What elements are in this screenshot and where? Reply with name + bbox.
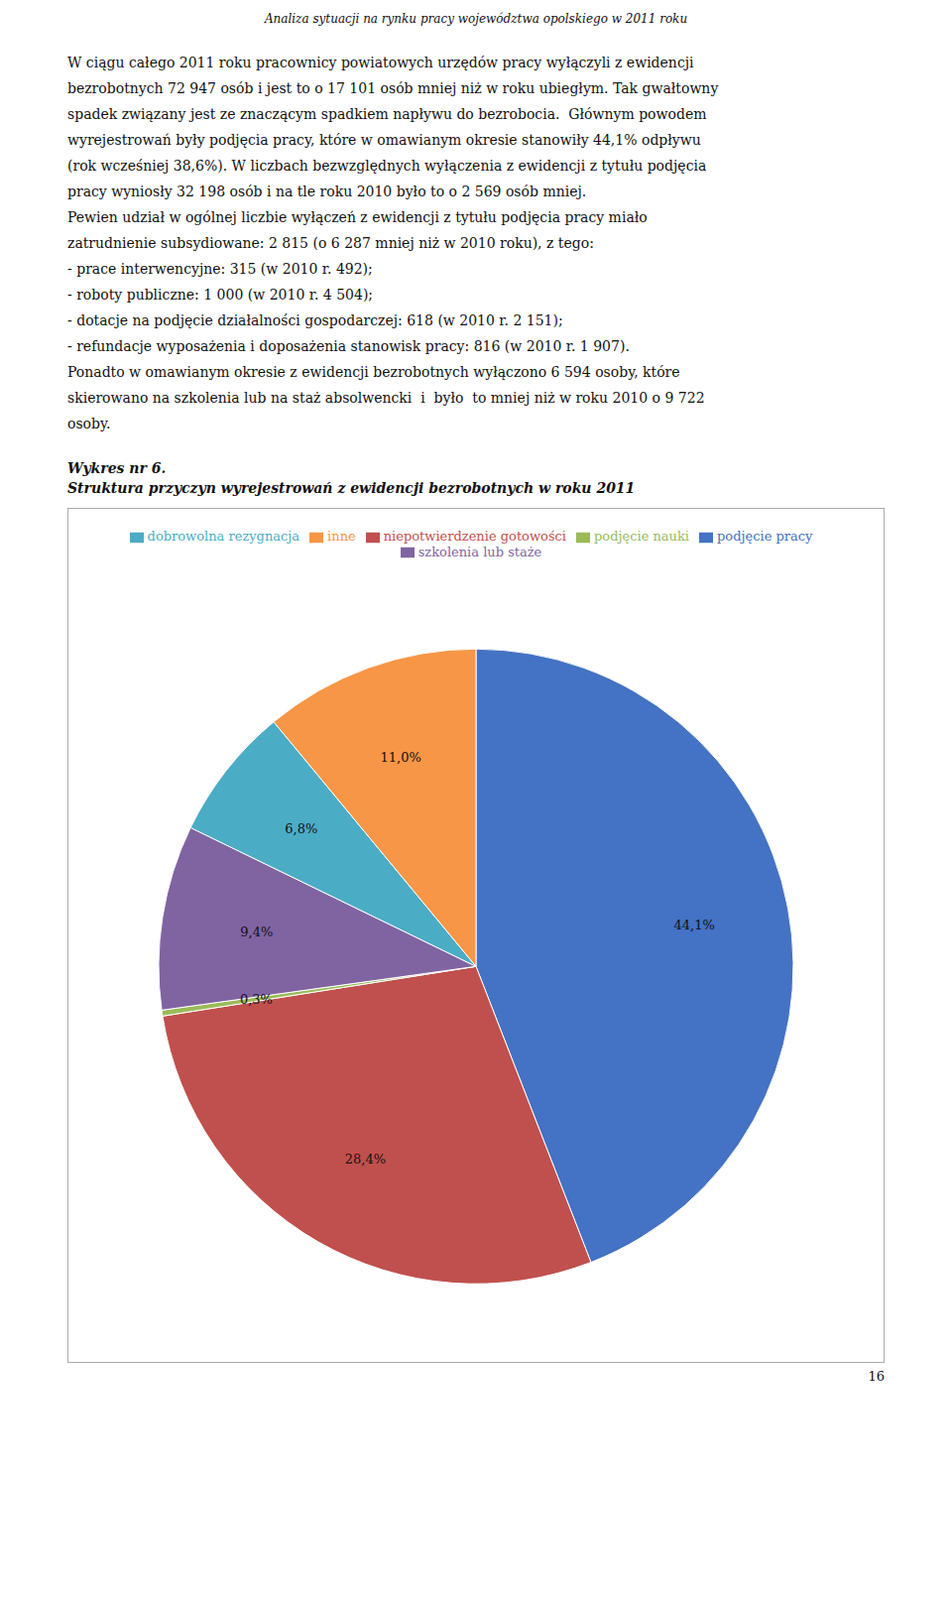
html-text:wyrejestrowań były podjęcia pr: wyrejestrowań były podjęcia pracy, które… [67, 131, 701, 148]
html-text:- dotacje na podjęcie działaln: - dotacje na podjęcie działalności gospo… [67, 312, 563, 329]
html-text:podjęcie nauki: podjęcie nauki [594, 528, 690, 544]
html-text:Struktura przyczyn wyrejestrow: Struktura przyczyn wyrejestrowań z ewide… [67, 479, 636, 496]
html-text:zatrudnienie subsydiowane: 2 8: zatrudnienie subsydiowane: 2 815 (o 6 28… [67, 235, 594, 251]
svg-text:28,4%: 28,4% [345, 1151, 386, 1167]
html-text:Pewien udział w ogólnej liczbi: Pewien udział w ogólnej liczbie wyłączeń… [67, 209, 648, 226]
svg-text:11,0%: 11,0% [379, 749, 421, 765]
html-text:niepotwierdzenie gotowości: niepotwierdzenie gotowości [383, 528, 567, 544]
html-text:- prace interwencyjne: 315 (w: - prace interwencyjne: 315 (w 2010 r. 49… [67, 260, 373, 277]
html-text:pracy wyniosły 32 198 osób i n: pracy wyniosły 32 198 osób i na tle roku… [67, 183, 587, 200]
html-text:16: 16 [868, 1368, 885, 1384]
html-text:bezrobotnych 72 947 osób i jes: bezrobotnych 72 947 osób i jest to o 17 … [67, 80, 719, 97]
svg-text:44,1%: 44,1% [674, 917, 715, 933]
html-text:Wykres nr 6.: Wykres nr 6. [67, 460, 166, 476]
html-text:szkolenia lub staże: szkolenia lub staże [418, 543, 542, 559]
html-text:osoby.: osoby. [67, 415, 111, 432]
html-text:(rok wcześniej 38,6%). W liczb: (rok wcześniej 38,6%). W liczbach bezwzg… [67, 157, 707, 174]
html-text:W ciągu całego 2011 roku praco: W ciągu całego 2011 roku pracownicy powi… [67, 54, 694, 71]
html-text:skierowano na szkolenia lub na: skierowano na szkolenia lub na staż abso… [67, 389, 705, 406]
svg-text:9,4%: 9,4% [239, 924, 273, 940]
html-text:- refundacje wyposażenia i dop: - refundacje wyposażenia i doposażenia s… [67, 338, 630, 355]
svg-text:6,8%: 6,8% [284, 821, 318, 836]
svg-text:0,3%: 0,3% [239, 991, 273, 1007]
html-text:inne: inne [327, 528, 356, 544]
html-text:dobrowolna rezygnacja: dobrowolna rezygnacja [147, 528, 300, 544]
html-text:- roboty publiczne: 1 000 (w 2: - roboty publiczne: 1 000 (w 2010 r. 4 5… [67, 286, 373, 303]
html-text:Ponadto w omawianym okresie z: Ponadto w omawianym okresie z ewidencji … [67, 363, 680, 380]
html-text:podjęcie pracy: podjęcie pracy [716, 528, 813, 544]
html-text:spadek związany jest ze znaczą: spadek związany jest ze znaczącym spadki… [67, 106, 707, 122]
html-text:Analiza sytuacji na rynku prac: Analiza sytuacji na rynku pracy wojewódz… [264, 11, 688, 26]
